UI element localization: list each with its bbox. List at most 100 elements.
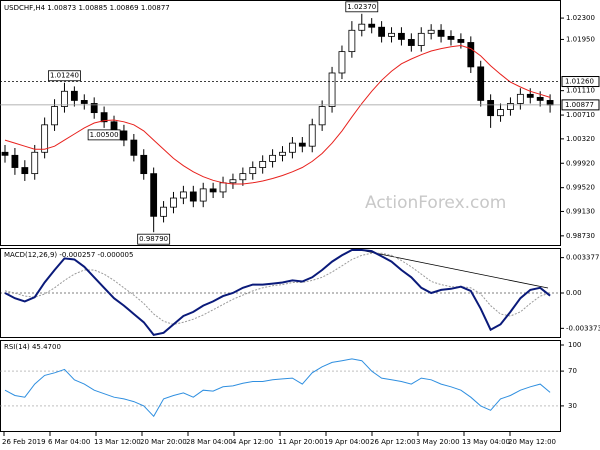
extreme-label: 1.00500 <box>90 131 119 139</box>
y-tick-label: 0.99920 <box>566 159 595 167</box>
candle-body <box>536 96 544 101</box>
extreme-box <box>345 1 379 13</box>
candle-body <box>398 32 405 40</box>
extreme-label: 1.01240 <box>50 72 79 80</box>
watermark: ActionForex.com <box>365 193 506 213</box>
rsi-line <box>4 358 551 418</box>
x-tick-label: 13 Mar 12:00 <box>94 438 141 446</box>
y-tick-label: 1.00710 <box>566 111 595 119</box>
candle-body <box>487 100 495 117</box>
candle-body <box>1 151 9 156</box>
candle-body <box>417 32 425 46</box>
candle-body <box>338 51 346 74</box>
candle-body <box>368 23 376 28</box>
candle-body <box>308 124 316 147</box>
candle-body <box>259 161 267 168</box>
candle-body <box>239 173 247 181</box>
candle-body <box>526 93 534 98</box>
candle-body <box>348 29 356 53</box>
y-tick-label: 1.02300 <box>566 14 595 22</box>
price-tag-box <box>561 76 600 88</box>
rsi-label: RSI(14) 45.4700 <box>4 343 61 351</box>
candle-body <box>199 188 207 202</box>
y-tick-label: 0.003377 <box>566 254 599 262</box>
x-tick-label: 4 Apr 12:00 <box>232 438 273 446</box>
candle-body <box>507 103 514 110</box>
x-tick-label: 26 Apr 12:00 <box>370 438 416 446</box>
x-tick-label: 6 Mar 04:00 <box>48 438 90 446</box>
candle-body <box>61 90 68 107</box>
x-tick-label: 26 Feb 2019 <box>2 438 46 446</box>
y-tick-label: 1.00320 <box>566 135 595 143</box>
candle-body <box>427 29 435 34</box>
candle-body <box>328 72 336 107</box>
candle-body <box>249 167 257 175</box>
candle-body <box>378 26 386 37</box>
candle-body <box>209 188 217 193</box>
candle-body <box>70 90 78 101</box>
candle-body <box>279 151 286 156</box>
candle-body <box>51 106 58 126</box>
candle-body <box>318 106 326 126</box>
y-tick-label: 1.01950 <box>566 35 595 43</box>
y-tick-label: 30 <box>568 402 577 410</box>
y-tick-label: 100 <box>568 341 581 349</box>
candle-body <box>269 154 276 162</box>
candle-body <box>516 93 524 104</box>
candle-body <box>388 32 395 37</box>
candle-body <box>160 206 167 217</box>
extreme-label: 1.02370 <box>347 3 376 11</box>
candle-body <box>546 100 554 106</box>
y-tick-label: -0.003373 <box>566 324 600 332</box>
chart-title: USDCHF,H4 1.00873 1.00885 1.00869 1.0087… <box>4 4 170 12</box>
rsi-panel <box>0 340 561 432</box>
candle-body <box>80 100 88 104</box>
x-tick-label: 3 May 20:00 <box>416 438 460 446</box>
price-tag: 1.00877 <box>565 101 594 109</box>
candle-body <box>120 130 128 141</box>
candle-body <box>447 35 455 40</box>
y-tick-label: 0.99130 <box>566 207 595 215</box>
main-panel <box>0 0 561 246</box>
y-tick-label: 1.01110 <box>566 87 595 95</box>
x-tick-label: 13 May 04:00 <box>462 438 510 446</box>
extreme-box <box>137 233 171 245</box>
x-tick-label: 20 Mar 20:00 <box>140 438 187 446</box>
x-tick-label: 28 Mar 04:00 <box>186 438 233 446</box>
extreme-box <box>48 70 81 82</box>
candle-body <box>179 191 187 199</box>
x-tick-label: 11 Apr 20:00 <box>278 438 324 446</box>
candle-body <box>21 167 29 175</box>
candle-body <box>100 112 108 123</box>
macd-label: MACD(12,26,9) -0.000257 -0.000005 <box>4 251 133 259</box>
y-tick-label: 70 <box>568 367 577 375</box>
x-tick-label: 20 May 12:00 <box>508 438 556 446</box>
price-tag-box <box>561 99 600 111</box>
extreme-box <box>87 129 121 141</box>
candle-body <box>31 151 39 175</box>
y-tick-label: 0.98730 <box>566 232 595 240</box>
candle-body <box>170 197 177 208</box>
candle-body <box>150 173 158 217</box>
candle-body <box>477 66 485 101</box>
candle-body <box>130 139 138 156</box>
x-tick-label: 19 Apr 04:00 <box>324 438 370 446</box>
candle-body <box>298 142 306 147</box>
y-tick-label: 0.00 <box>566 289 582 297</box>
macd-line <box>4 249 551 337</box>
candle-body <box>11 154 19 168</box>
candle-body <box>229 179 237 184</box>
candle-body <box>189 191 197 202</box>
candle-body <box>358 23 366 31</box>
candle-body <box>407 39 415 46</box>
price-tag: 1.01260 <box>565 78 594 86</box>
candle-body <box>289 142 296 153</box>
trend-line <box>364 250 549 289</box>
candle-body <box>437 29 445 37</box>
candle-body <box>90 103 98 114</box>
y-tick-label: 0.99520 <box>566 184 595 192</box>
candle-body <box>219 182 227 193</box>
candle-body <box>41 124 49 153</box>
moving-average <box>4 44 551 185</box>
